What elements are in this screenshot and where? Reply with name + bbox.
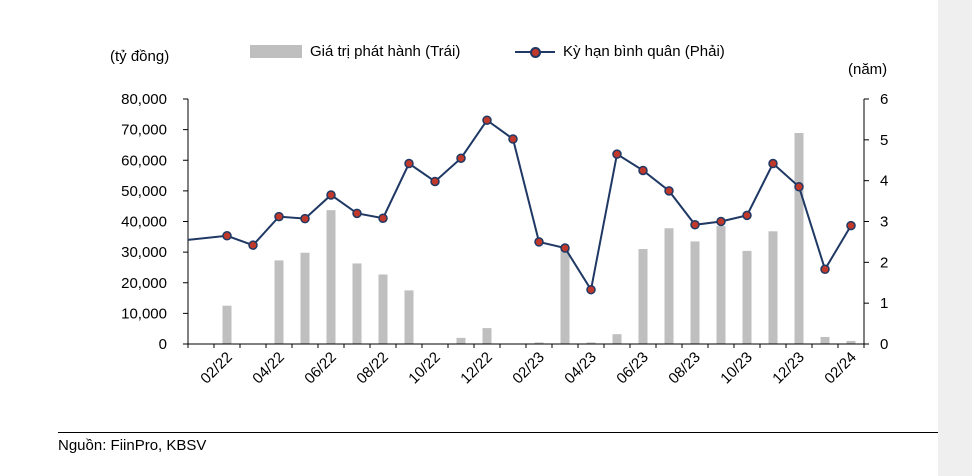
line-point-09-22: [404, 158, 414, 169]
bar-08-23: [690, 241, 700, 344]
x-tick-label: 08/23: [665, 349, 704, 388]
legend-item-line: Kỳ hạn bình quân (Phải): [515, 43, 725, 60]
x-tick-label: 04/23: [561, 349, 600, 388]
line-point-06-23: [638, 165, 648, 176]
right-tick-label: 6: [880, 91, 888, 108]
line-point-08-22: [378, 213, 388, 223]
line-point-12-22: [482, 115, 492, 125]
legend-bar-swatch: [250, 45, 302, 58]
line-point-08-23: [690, 220, 700, 230]
bar-10-23: [742, 250, 752, 344]
x-tick-label: 02/24: [821, 349, 860, 388]
bar-12-23: [794, 132, 804, 344]
line-point-10-23: [742, 210, 752, 221]
x-tick-label: 02/22: [197, 349, 236, 388]
right-tick-label: 1: [880, 295, 888, 312]
left-tick-label: 40,000: [121, 214, 167, 231]
bar-12-22: [482, 328, 492, 344]
line-point-05-23: [612, 149, 622, 159]
line-series-path: [187, 118, 852, 293]
line-point-06-22: [326, 190, 336, 200]
legend-item-bar: Giá trị phát hành (Trái): [250, 43, 460, 60]
bar-07-23: [664, 228, 674, 344]
x-tick-label: 12/22: [457, 349, 496, 388]
right-axis-unit: (năm): [848, 61, 888, 78]
bar-05-22: [300, 252, 310, 344]
line-point-10-22: [430, 176, 440, 187]
bar-09-22: [404, 290, 414, 344]
line-point-02-22: [222, 231, 232, 241]
line-point-09-23: [716, 216, 726, 227]
x-tick-label: 06/23: [613, 349, 652, 388]
line-point-07-22: [352, 208, 362, 219]
line-point-05-22: [300, 213, 310, 224]
bar-08-22: [378, 274, 388, 344]
legend-bar-label: Giá trị phát hành (Trái): [310, 43, 461, 60]
bar-11-23: [768, 231, 778, 344]
left-tick-label: 70,000: [121, 122, 167, 139]
line-point-04-23: [586, 284, 596, 295]
bar-06-23: [638, 249, 648, 344]
line-point-11-23: [768, 158, 778, 169]
line-point-02-24: [846, 220, 856, 231]
bar-04-23: [586, 342, 596, 344]
right-tick-label: 4: [880, 173, 888, 190]
right-tick-label: 3: [880, 214, 888, 231]
x-tick-label: 08/22: [353, 349, 392, 388]
x-tick-label: 06/22: [301, 349, 340, 388]
x-tick-label: 04/22: [249, 349, 288, 388]
bar-01-24: [820, 336, 830, 344]
right-tick-label: 5: [880, 132, 888, 149]
line-point-03-23: [560, 243, 570, 253]
bar-02-24: [846, 340, 856, 344]
x-tick-label: 10/23: [717, 349, 756, 388]
left-tick-label: 50,000: [121, 183, 167, 200]
line-point-12-23: [794, 182, 804, 192]
left-tick-label: 80,000: [121, 91, 167, 108]
left-axis-unit: (tỷ đồng): [110, 48, 170, 65]
x-tick-label: 10/22: [405, 349, 444, 388]
x-tick-label: 02/23: [509, 349, 548, 388]
bar-11-22: [456, 337, 466, 344]
bar-09-23: [716, 226, 726, 344]
left-tick-label: 30,000: [121, 244, 167, 261]
line-point-04-22: [274, 211, 284, 222]
line-point-11-22: [456, 153, 466, 163]
line-point-01-23: [508, 134, 518, 144]
left-tick-label: 60,000: [121, 152, 167, 169]
page-edge-strip: [938, 0, 972, 476]
bar-05-23: [612, 334, 622, 344]
right-tick-label: 2: [880, 254, 888, 271]
combo-chart: 80,000 70,000 60,000 50,000 40,000 30,000 20,0…: [121, 91, 888, 388]
bar-06-22: [326, 210, 336, 344]
line-point-02-23: [534, 237, 544, 247]
line-point-03-22: [248, 240, 258, 250]
left-tick-label: 0: [159, 336, 167, 353]
legend-line-swatch: [515, 45, 555, 59]
line-point-07-23: [664, 186, 674, 196]
source-note: Nguồn: FiinPro, KBSV: [58, 437, 207, 454]
legend-line-label: Kỳ hạn bình quân (Phải): [563, 43, 725, 60]
line-point-01-24: [820, 264, 830, 275]
bar-03-23: [560, 249, 570, 344]
bar-07-22: [352, 263, 362, 344]
left-tick-label: 20,000: [121, 275, 167, 292]
left-tick-label: 10,000: [121, 305, 167, 322]
x-tick-label: 12/23: [769, 349, 808, 388]
bar-04-22: [274, 260, 284, 344]
right-tick-label: 0: [880, 336, 888, 353]
bar-02-22: [222, 305, 232, 344]
bar-02-23: [534, 342, 544, 344]
footer-rule: [58, 432, 938, 433]
